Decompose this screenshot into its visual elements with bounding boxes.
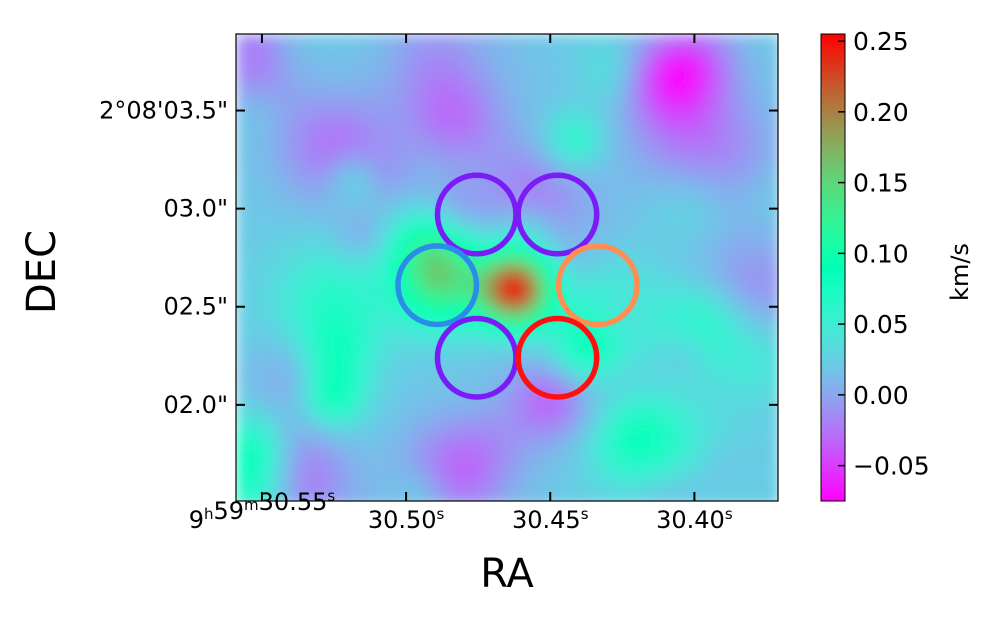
colorbar-tick-label-5: 0.00: [853, 381, 909, 410]
colorbar-gradient: [820, 33, 846, 502]
aperture-circle-4: [555, 243, 640, 328]
x-tick-label-0: 9h59m30.55s: [189, 487, 336, 534]
x-axis-ticks: 9h59m30.55s 30.50s 30.45s 30.40s: [189, 34, 733, 534]
x-tick-label-3: 30.40s: [656, 505, 733, 534]
colorbar-tick-label-1: 0.20: [853, 98, 909, 127]
colorbar-label: km/s: [946, 243, 974, 301]
plot-frame: [235, 33, 779, 502]
colorbar-tick-label-4: 0.05: [853, 310, 909, 339]
y-tick-label-1: 03.0": [164, 195, 228, 223]
colorbar-ticks: 0.25 0.20 0.15 0.10 0.05 0.00 −0.05: [838, 27, 930, 481]
y-axis-ticks: 2°08'03.5" 03.0" 02.5" 02.0": [99, 97, 778, 419]
x-tick-label-2: 30.45s: [512, 505, 589, 534]
colorbar-tick-label-0: 0.25: [853, 27, 909, 56]
colorbar-tick-label-2: 0.15: [853, 169, 909, 198]
plot-area: 9h59m30.55s 30.50s 30.45s 30.40s 2°08'03.5"…: [99, 33, 779, 534]
colorbar-tick-label-6: −0.05: [853, 452, 930, 481]
colorbar-tick-label-3: 0.10: [853, 239, 909, 268]
heatmap-image: [236, 34, 778, 501]
x-tick-label-1: 30.50s: [368, 505, 445, 534]
aperture-circles: [395, 172, 640, 400]
x-axis-label: RA: [480, 551, 534, 597]
aperture-circle-2: [515, 172, 600, 257]
y-axis-label: DEC: [19, 230, 65, 314]
colorbar: 0.25 0.20 0.15 0.10 0.05 0.00 −0.05 km/s: [820, 27, 974, 502]
y-tick-label-3: 02.0": [164, 391, 228, 419]
y-tick-label-2: 02.5": [164, 293, 228, 321]
aperture-circle-6: [515, 315, 600, 400]
aperture-circle-3: [395, 243, 480, 328]
y-tick-label-0: 2°08'03.5": [99, 97, 228, 125]
